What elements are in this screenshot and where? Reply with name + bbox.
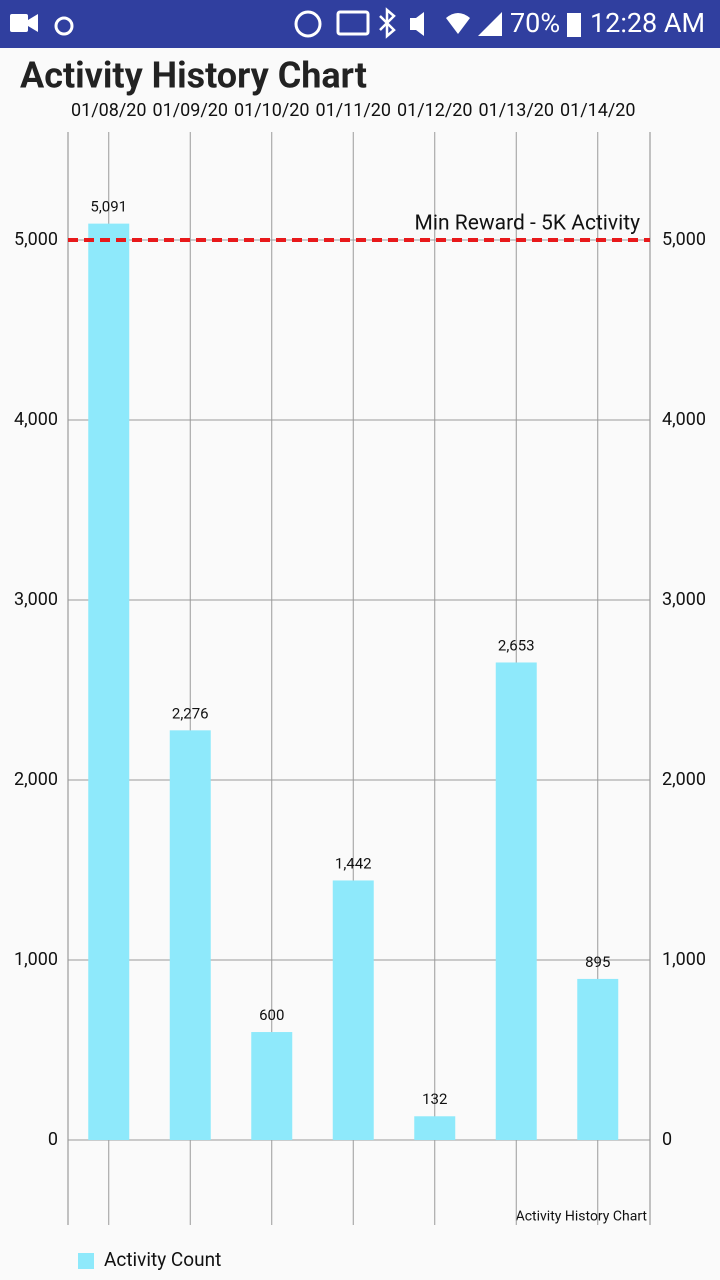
x-tick-label: 01/09/20 bbox=[152, 100, 228, 121]
value-label: 2,276 bbox=[172, 704, 209, 722]
value-label: 5,091 bbox=[90, 198, 127, 216]
bluetooth-icon bbox=[379, 7, 396, 39]
x-tick-label: 01/11/20 bbox=[315, 100, 391, 121]
y2-tick-label: 0 bbox=[662, 1129, 672, 1150]
battery-text: 70% bbox=[510, 7, 560, 39]
video-icon bbox=[10, 14, 28, 32]
y2-tick-label: 4,000 bbox=[662, 409, 706, 430]
x-tick-label: 01/13/20 bbox=[478, 100, 554, 121]
value-label: 600 bbox=[259, 1006, 284, 1024]
cast-icon bbox=[336, 10, 370, 36]
y-tick-label: 1,000 bbox=[14, 949, 58, 970]
bar bbox=[169, 730, 211, 1141]
bar bbox=[495, 662, 537, 1141]
chart-description: Activity History Chart bbox=[516, 1209, 648, 1225]
x-tick-label: 01/14/20 bbox=[560, 100, 636, 121]
limit-line-label: Min Reward - 5K Activity bbox=[415, 212, 641, 236]
video-icon-lens bbox=[28, 14, 38, 32]
y-tick-label: 0 bbox=[48, 1129, 58, 1150]
y2-tick-label: 1,000 bbox=[662, 949, 706, 970]
y2-tick-label: 5,000 bbox=[662, 229, 706, 250]
status-bar bbox=[0, 0, 720, 48]
wifi-call-icon bbox=[54, 16, 74, 36]
y-tick-label: 4,000 bbox=[14, 409, 58, 430]
y-tick-label: 3,000 bbox=[14, 589, 58, 610]
data-saver-icon bbox=[294, 10, 322, 38]
x-tick-label: 01/10/20 bbox=[234, 100, 310, 121]
value-label: 895 bbox=[585, 953, 610, 971]
bar bbox=[88, 223, 130, 1141]
mute-icon bbox=[410, 12, 424, 36]
value-label: 1,442 bbox=[335, 854, 372, 872]
x-tick-label: 01/12/20 bbox=[397, 100, 473, 121]
y2-tick-label: 3,000 bbox=[662, 589, 706, 610]
wifi-icon bbox=[446, 13, 470, 34]
signal-icon bbox=[478, 12, 502, 36]
status-icons bbox=[10, 7, 581, 39]
y-tick-label: 5,000 bbox=[14, 229, 58, 250]
y2-tick-label: 2,000 bbox=[662, 769, 706, 790]
bar bbox=[332, 880, 374, 1141]
y-tick-label: 2,000 bbox=[14, 769, 58, 790]
value-label: 132 bbox=[422, 1090, 447, 1108]
bar bbox=[414, 1116, 456, 1141]
legend-label: Activity Count bbox=[104, 1248, 221, 1271]
chart-title: Activity History Chart bbox=[20, 55, 367, 97]
x-tick-label: 01/08/20 bbox=[71, 100, 147, 121]
bar bbox=[577, 978, 619, 1141]
legend-swatch bbox=[78, 1253, 94, 1269]
clock: 12:28 AM bbox=[590, 7, 705, 39]
value-label: 2,653 bbox=[498, 636, 535, 654]
bar bbox=[251, 1032, 293, 1141]
battery-icon bbox=[567, 13, 581, 37]
